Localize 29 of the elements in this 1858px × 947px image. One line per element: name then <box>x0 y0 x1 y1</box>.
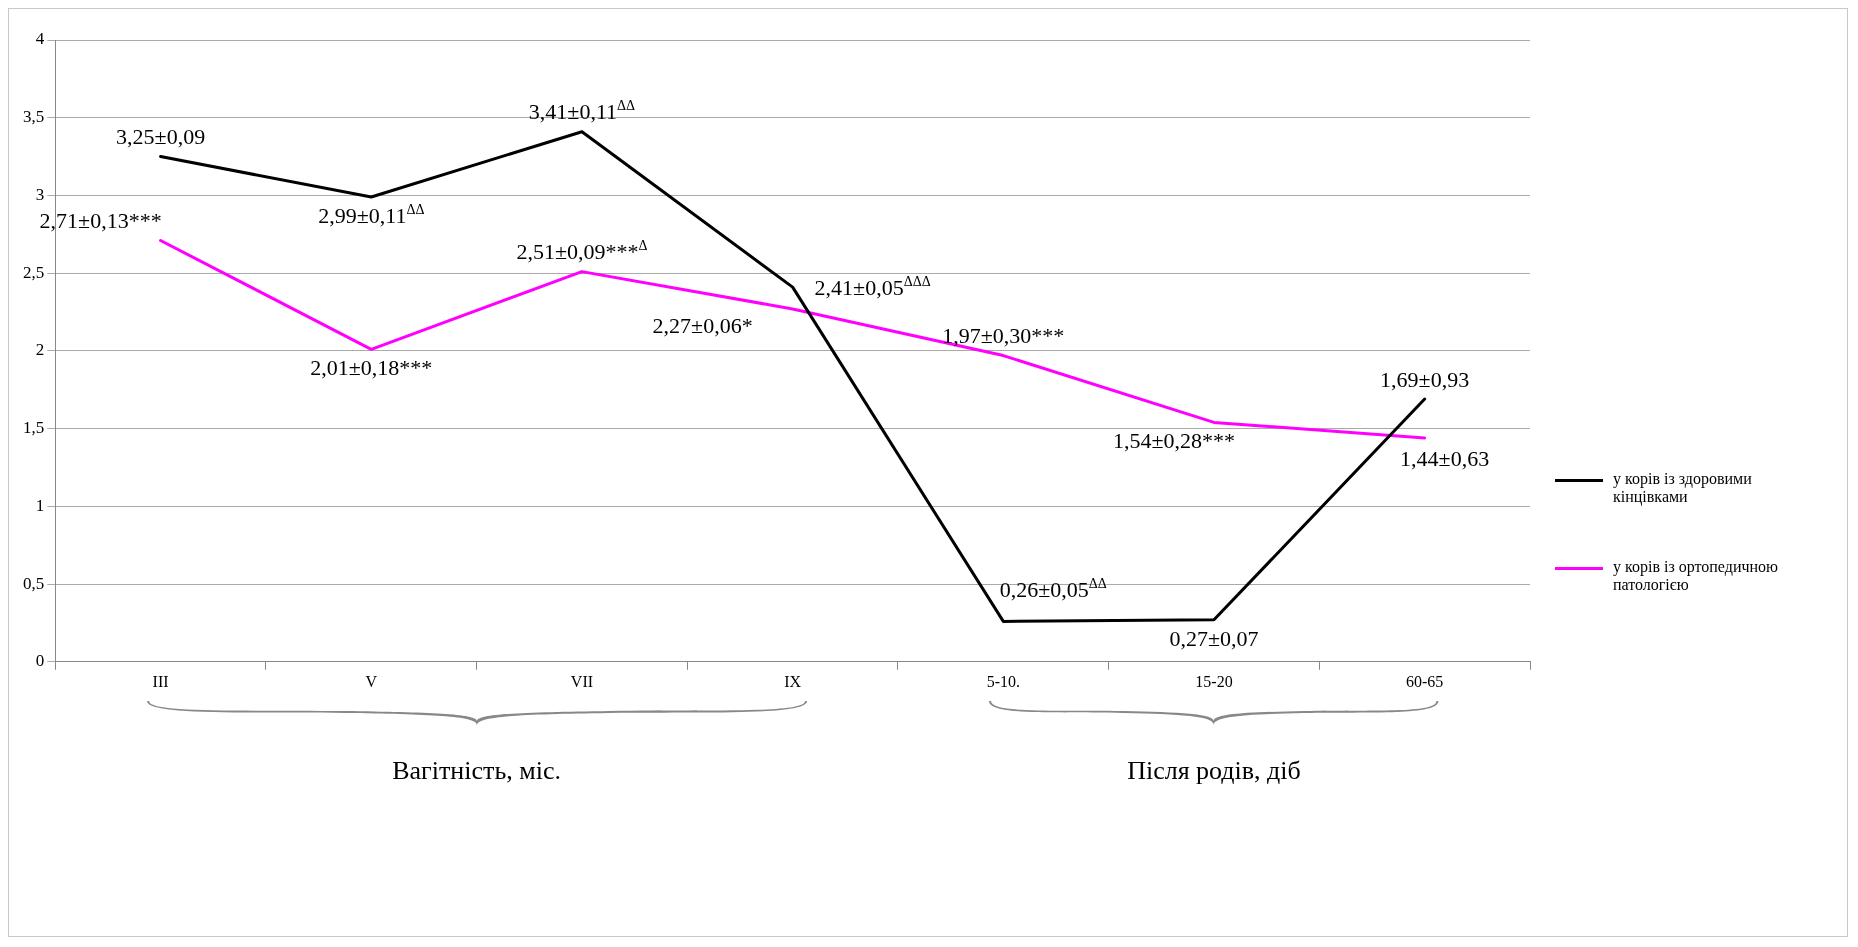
data-label: 1,97±0,30*** <box>942 323 1065 349</box>
legend-label: у корів із здоровими кінцівками <box>1613 470 1753 506</box>
text: Після родів, діб <box>1127 756 1301 786</box>
data-label: 3,25±0,09 <box>116 124 206 150</box>
y-tick-label: 0 <box>35 651 45 671</box>
x-tick-label: IX <box>784 672 802 690</box>
data-label: 2,27±0,06* <box>652 312 753 338</box>
data-label: 2,01±0,18*** <box>310 355 433 381</box>
y-tick-label: 4 <box>35 29 45 49</box>
y-tick-label: 1 <box>35 495 45 515</box>
x-tick-label: 60-65 <box>1406 672 1444 690</box>
legend-label: у корів із ортопедичною патологією <box>1613 558 1779 594</box>
data-label: 1,69±0,93 <box>1380 366 1470 392</box>
y-tick-label: 2,5 <box>23 262 45 282</box>
y-tick-label: 3 <box>35 184 45 204</box>
x-tick-label: V <box>365 672 378 690</box>
y-tick-label: 1,5 <box>23 418 45 438</box>
data-label: 1,44±0,63 <box>1400 445 1490 471</box>
x-tick-label: VII <box>570 672 594 690</box>
x-tick-label: III <box>152 672 169 690</box>
x-tick-label: 5-10. <box>986 672 1020 690</box>
data-label: 0,27±0,07 <box>1169 625 1259 651</box>
y-tick-label: 2 <box>35 340 45 360</box>
y-tick-label: 3,5 <box>23 107 45 127</box>
text: Вагітність, міс. <box>392 756 561 786</box>
data-label: 2,71±0,13*** <box>39 208 162 234</box>
x-tick-label: 15-20 <box>1195 672 1233 690</box>
data-label: 1,54±0,28*** <box>1112 428 1236 454</box>
y-tick-label: 0,5 <box>23 573 45 593</box>
